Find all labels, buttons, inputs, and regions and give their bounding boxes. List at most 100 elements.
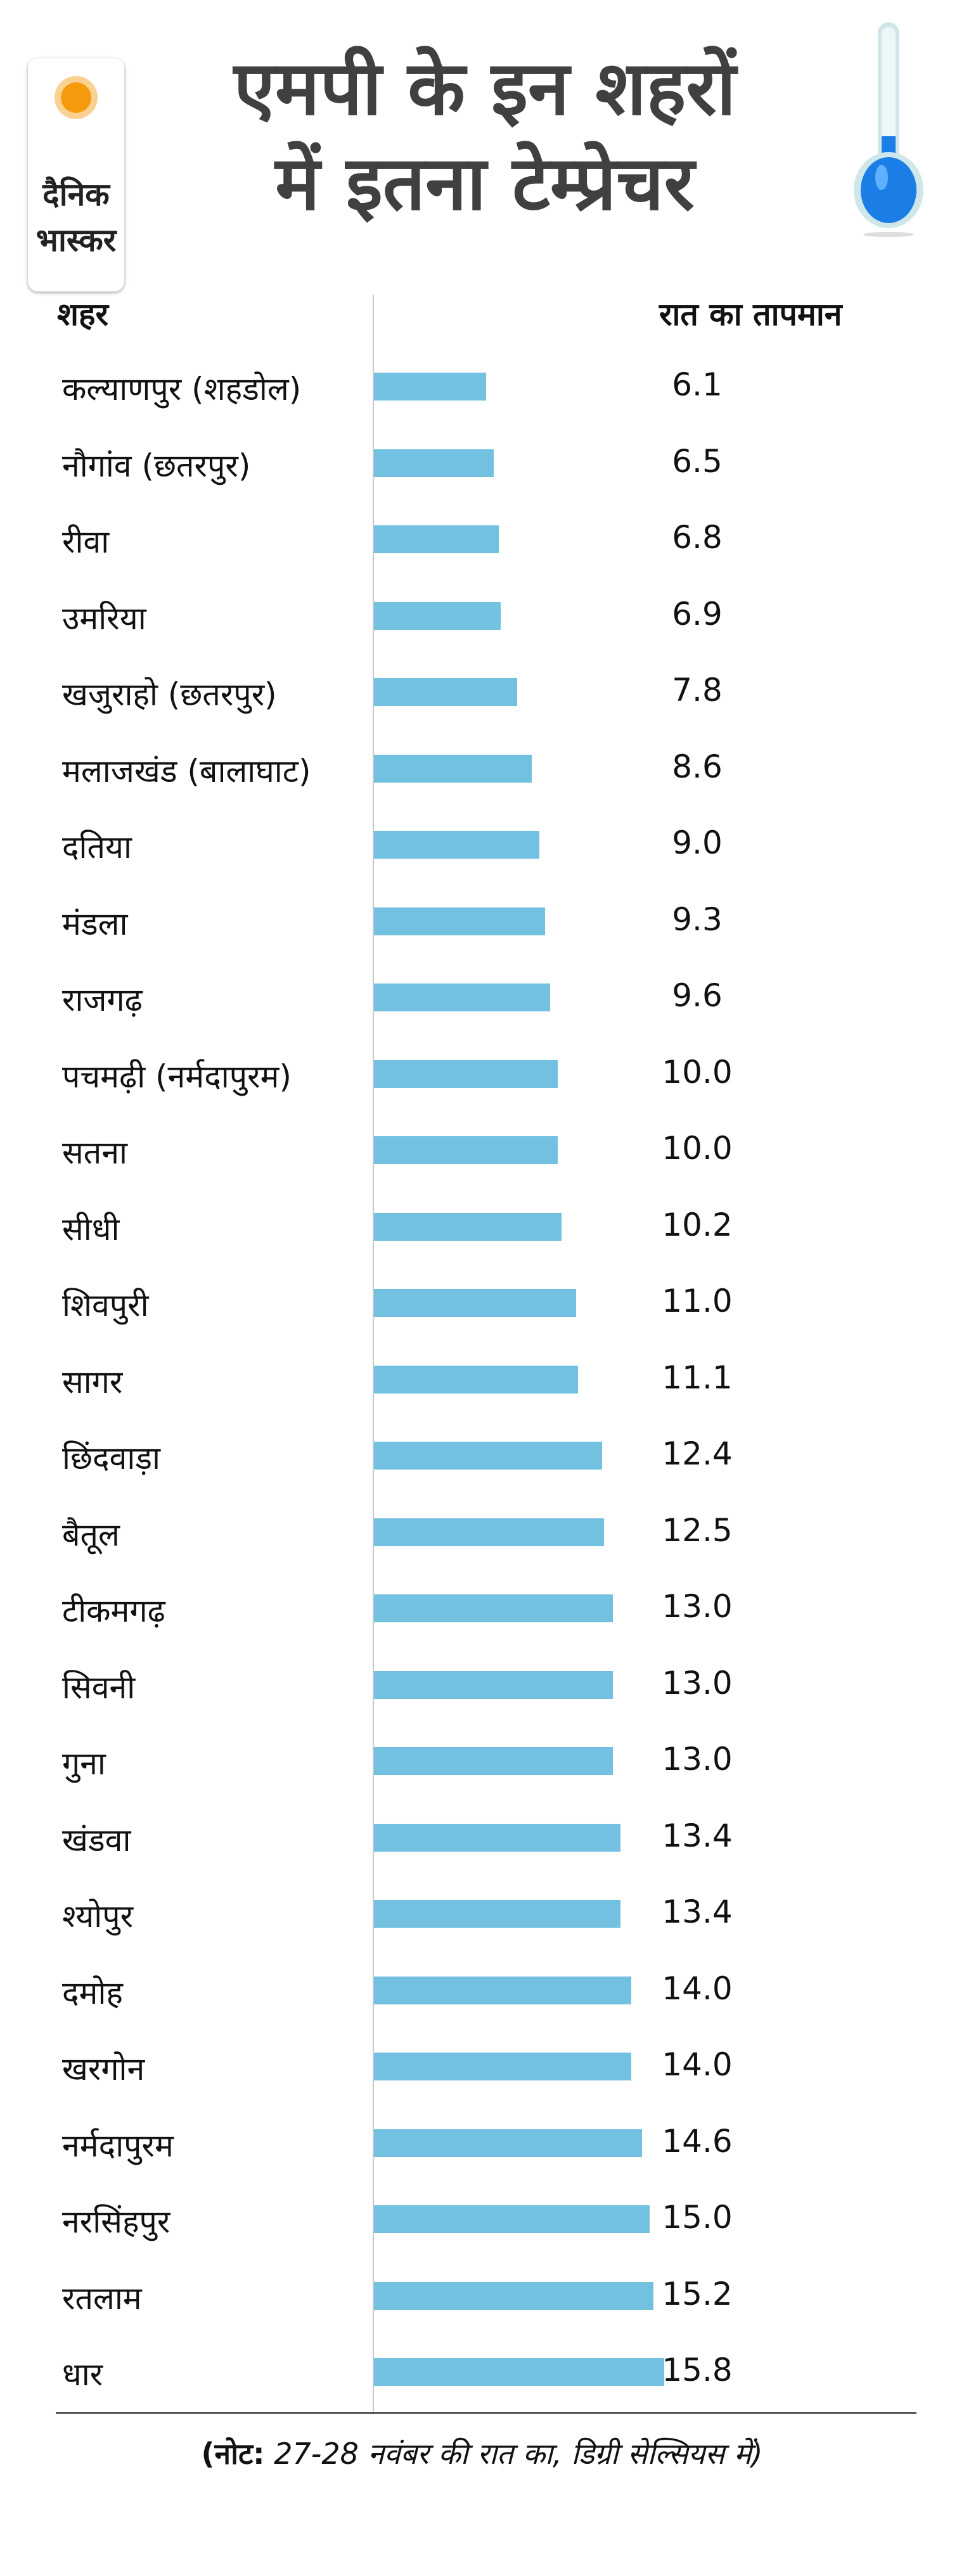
- value-label: 9.3: [672, 900, 723, 938]
- city-label: धार: [62, 2356, 103, 2393]
- table-row: मलाजखंड (बालाघाट) 8.6: [0, 743, 964, 794]
- bar: [374, 1670, 613, 1699]
- value-label: 14.0: [662, 1970, 733, 2007]
- table-row: पचमढ़ी (नर्मदापुरम) 10.0: [0, 1049, 964, 1099]
- value-label: 13.0: [662, 1664, 733, 1701]
- bar: [374, 1518, 604, 1546]
- bar: [374, 525, 499, 553]
- table-row: खंडवा 13.4: [0, 1812, 964, 1863]
- city-label: मंडला: [62, 905, 128, 942]
- table-row: खरगोन 14.0: [0, 2041, 964, 2092]
- bar: [374, 601, 501, 630]
- bar: [374, 1976, 631, 2004]
- table-row: रीवा 6.8: [0, 514, 964, 565]
- table-row: नर्मदापुरम 14.6: [0, 2118, 964, 2169]
- table-row: नौगांव (छतरपुर) 6.5: [0, 438, 964, 489]
- bar: [374, 1289, 576, 1317]
- value-label: 14.0: [662, 2046, 733, 2083]
- table-row: बैतूल 12.5: [0, 1507, 964, 1558]
- value-label: 10.0: [662, 1053, 733, 1091]
- bar: [374, 1365, 578, 1394]
- bar: [374, 831, 539, 859]
- city-label: खजुराहो (छतरपुर): [62, 676, 277, 713]
- table-row: गुना 13.0: [0, 1736, 964, 1786]
- value-label: 14.6: [662, 2122, 733, 2160]
- bar: [374, 1823, 620, 1852]
- bar: [374, 1060, 558, 1088]
- value-label: 15.8: [662, 2352, 733, 2388]
- city-label: नौगांव (छतरपुर): [62, 447, 251, 484]
- city-label: श्योपुर: [62, 1898, 134, 1935]
- city-label: बैतूल: [62, 1516, 120, 1553]
- value-label: 10.2: [662, 1206, 733, 1243]
- bar: [374, 2281, 653, 2310]
- city-label: कल्याणपुर (शहडोल): [62, 371, 302, 407]
- city-label: शिवपुरी: [62, 1287, 149, 1324]
- value-label: 13.0: [662, 1741, 733, 1778]
- city-label: खरगोन: [62, 2051, 145, 2087]
- city-label: खंडवा: [62, 1821, 131, 1859]
- table-row: टीकमगढ़ 13.0: [0, 1583, 964, 1634]
- bar: [374, 1900, 620, 1928]
- table-row: नरसिंहपुर 15.0: [0, 2194, 964, 2245]
- table-row: कल्याणपुर (शहडोल) 6.1: [0, 361, 964, 412]
- value-label: 12.5: [662, 1511, 733, 1549]
- city-label: नर्मदापुरम: [62, 2127, 174, 2164]
- city-label: सतना: [62, 1134, 127, 1171]
- title-line2: में इतना टेम्प्रेचर: [275, 139, 695, 227]
- column-header-city: शहर: [57, 296, 108, 333]
- bar: [374, 1136, 558, 1164]
- table-row: धार 15.8: [0, 2347, 964, 2397]
- table-row: मंडला 9.3: [0, 896, 964, 947]
- bar: [374, 2053, 631, 2080]
- table-row: श्योपुर 13.4: [0, 1888, 964, 1939]
- logo-text-line1: दैनिक: [42, 176, 110, 213]
- table-row: सागर 11.1: [0, 1354, 964, 1405]
- city-label: सीधी: [62, 1210, 120, 1248]
- thermometer-icon: [854, 22, 923, 237]
- value-label: 11.1: [662, 1359, 733, 1396]
- value-label: 12.4: [662, 1435, 733, 1472]
- bar: [374, 1594, 613, 1622]
- value-label: 6.8: [672, 519, 723, 556]
- column-header-temperature: रात का तापमान: [659, 296, 842, 333]
- bar: [374, 678, 518, 706]
- table-row: शिवपुरी 11.0: [0, 1278, 964, 1328]
- bar: [374, 1212, 562, 1241]
- value-label: 9.0: [672, 824, 723, 861]
- bar: [374, 2129, 643, 2157]
- footnote-label: (नोट:: [201, 2437, 265, 2471]
- table-row: सतना 10.0: [0, 1125, 964, 1176]
- bar: [374, 449, 494, 477]
- value-label: 15.2: [662, 2275, 733, 2312]
- bar: [374, 754, 532, 783]
- title-line1: एमपी के इन शहरों: [233, 44, 736, 132]
- city-label: रतलाम: [62, 2279, 142, 2317]
- axis-line: [373, 295, 374, 2414]
- city-label: छिंदवाड़ा: [62, 1440, 160, 1477]
- value-label: 13.4: [662, 1817, 733, 1854]
- value-label: 9.6: [672, 977, 723, 1014]
- table-row: सिवनी 13.0: [0, 1660, 964, 1710]
- city-label: राजगढ़: [62, 982, 143, 1018]
- bar: [374, 2358, 665, 2386]
- bar: [374, 1442, 602, 1470]
- value-label: 11.0: [662, 1283, 733, 1319]
- table-row: राजगढ़ 9.6: [0, 972, 964, 1023]
- city-label: पचमढ़ी (नर्मदापुरम): [62, 1058, 292, 1095]
- value-label: 8.6: [672, 748, 723, 785]
- table-row: दमोह 14.0: [0, 1965, 964, 2016]
- bar: [374, 373, 486, 400]
- bottom-divider: [56, 2412, 916, 2414]
- footnote: (नोट: 27-28 नवंबर की रात का, डिग्री सेल्…: [0, 2433, 964, 2473]
- dainik-bhaskar-logo: दैनिक भास्कर: [28, 58, 124, 292]
- table-row: खजुराहो (छतरपुर) 7.8: [0, 667, 964, 717]
- city-label: रीवा: [62, 523, 110, 560]
- value-label: 15.0: [662, 2199, 733, 2236]
- table-row: दतिया 9.0: [0, 819, 964, 870]
- city-label: टीकमगढ़: [62, 1592, 165, 1629]
- city-label: सिवनी: [62, 1669, 136, 1706]
- sun-icon: [61, 82, 91, 113]
- city-label: दतिया: [62, 829, 132, 866]
- bar: [374, 984, 551, 1011]
